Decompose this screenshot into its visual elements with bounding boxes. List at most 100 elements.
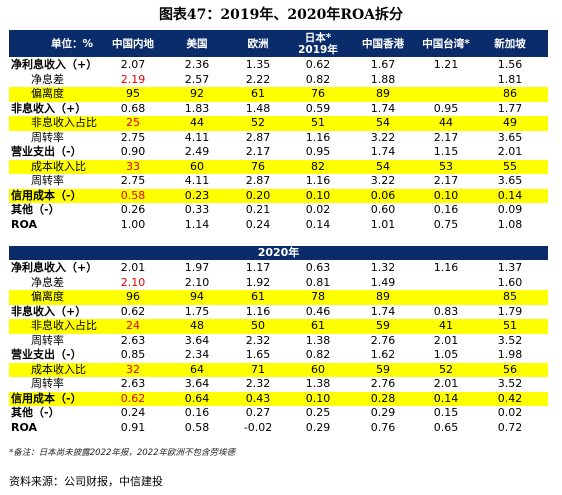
cell-value: 1.16: [433, 261, 459, 274]
cell-value: 51: [503, 319, 517, 332]
cell-value: [418, 87, 474, 102]
cell-value: 3.65: [497, 130, 523, 144]
table-row: 周转率 2.75 4.11 2.87 1.16 3.22 2.17 3.65: [9, 131, 548, 146]
row-label: 成本收入比: [31, 362, 86, 376]
cell-value: 0.76: [370, 420, 396, 434]
cell-value: 0.62: [305, 58, 331, 71]
cell-value: 1.74: [370, 304, 396, 318]
cell-value: 1.37: [497, 261, 523, 274]
cell-value: 76: [311, 87, 325, 100]
column-header-3: 欧洲: [247, 37, 269, 50]
cell-value: 2.63: [120, 333, 146, 347]
row-label: 净利息收入（+）: [11, 58, 98, 71]
column-header-5: 中国香港: [362, 37, 404, 50]
cell-value: 3.22: [370, 174, 396, 187]
cell-value: 0.24: [120, 406, 146, 419]
table-row: 成本收入比 32 64 71 60 59 52 56: [9, 362, 548, 377]
cell-value: 1.16: [305, 130, 331, 144]
cell-value: 1.77: [497, 101, 523, 115]
cell-value: 89: [376, 290, 390, 303]
cell-value: 33: [126, 159, 140, 173]
table-row: 非息收入（+） 0.62 1.75 1.16 0.46 1.74 0.83 1.79: [9, 305, 548, 320]
cell-value: 0.91: [120, 420, 146, 434]
row-label: 净息差: [31, 275, 64, 289]
cell-value: 41: [439, 319, 453, 332]
cell-value: 0.63: [305, 261, 331, 274]
cell-value: 1.00: [120, 217, 146, 231]
cell-value: 0.26: [120, 203, 146, 216]
cell-value: 1.08: [497, 217, 523, 231]
table-row: 净利息收入（+） 2.07 2.36 1.35 0.62 1.67 1.21 1.56: [9, 58, 548, 73]
cell-value: 1.79: [497, 304, 523, 318]
cell-value: 0.43: [245, 391, 271, 405]
table-row: 信用成本（-） 0.58 0.23 0.20 0.10 0.06 0.10 0.14: [9, 188, 548, 203]
cell-value: 0.42: [497, 391, 523, 405]
cell-value: 0.10: [305, 391, 331, 405]
cell-value: 0.58: [120, 188, 146, 202]
table-row: 信用成本（-） 0.62 0.64 0.43 0.10 0.28 0.14 0.42: [9, 391, 548, 406]
cell-value: 0.02: [497, 406, 523, 419]
cell-value: 0.06: [370, 188, 396, 202]
cell-value: 49: [503, 116, 517, 129]
cell-value: 0.82: [305, 348, 331, 361]
cell-value: 0.10: [305, 188, 331, 202]
cell-value: 3.22: [370, 130, 396, 144]
cell-value: 0.33: [184, 203, 210, 216]
column-header-label: 日本*: [304, 31, 332, 44]
cell-value: 1.81: [497, 72, 523, 86]
cell-value: 0.64: [184, 391, 210, 405]
cell-value: 1.01: [370, 217, 396, 231]
cell-value: 60: [311, 362, 325, 376]
cell-value: 2.10: [120, 275, 146, 289]
cell-value: 0.82: [305, 72, 331, 86]
cell-value: 2.87: [245, 130, 271, 144]
cell-value: 59: [376, 319, 390, 332]
cell-value: 85: [503, 290, 517, 303]
column-header-2: 美国: [186, 37, 208, 50]
cell-value: 2.32: [245, 377, 271, 390]
cell-value: 64: [190, 362, 204, 376]
cell-value: 61: [311, 319, 325, 332]
cell-value: 1.65: [245, 348, 271, 361]
cell-value: 55: [503, 159, 517, 173]
cell-value: 2.07: [120, 58, 146, 71]
cell-value: 32: [126, 362, 140, 376]
cell-value: 0.24: [245, 217, 271, 231]
cell-value: 1.48: [245, 101, 271, 115]
cell-value: 52: [439, 362, 453, 376]
row-label: 净利息收入（+）: [11, 261, 98, 274]
table-row: 净利息收入（+） 2.01 1.97 1.17 0.63 1.32 1.16 1.37: [9, 261, 548, 276]
cell-value: 2.87: [245, 174, 271, 187]
cell-value: 95: [126, 87, 140, 100]
cell-value: 0.28: [370, 391, 396, 405]
cell-value: 1.67: [370, 58, 396, 71]
table-row: 偏离度 96 94 61 78 89 85: [9, 290, 548, 305]
cell-value: 0.65: [433, 420, 459, 434]
cell-value: 0.75: [433, 217, 459, 231]
column-header-1: 中国内地: [112, 37, 154, 50]
cell-value: 0.29: [305, 420, 331, 434]
cell-value: 1.32: [370, 261, 396, 274]
cell-value: 0.16: [433, 203, 459, 216]
row-label: 其他（-）: [11, 406, 60, 419]
cell-value: 1.21: [433, 58, 459, 71]
cell-value: 3.64: [184, 377, 210, 390]
source-line: 资料来源：公司财报，中信建投: [9, 475, 163, 488]
cell-value: 0.83: [433, 304, 459, 318]
cell-value: 0.21: [245, 203, 271, 216]
cell-value: 52: [251, 116, 265, 129]
cell-value: 2.01: [497, 145, 523, 158]
cell-value: 2.17: [245, 145, 271, 158]
cell-value: 89: [376, 87, 390, 100]
cell-value: 1.35: [245, 58, 271, 71]
cell-value: 2.76: [370, 333, 396, 347]
cell-value: 1.88: [370, 72, 396, 86]
cell-value: 0.85: [120, 348, 146, 361]
cell-value: 25: [126, 116, 140, 129]
table-row: 其他（-） 0.24 0.16 0.27 0.25 0.29 0.15 0.02: [9, 406, 548, 421]
figure-title: 图表47：2019年、2020年ROA拆分: [158, 7, 404, 23]
cell-value: 51: [311, 116, 325, 129]
row-label: 非息收入占比: [31, 116, 97, 129]
cell-value: 0.58: [184, 420, 210, 434]
cell-value: 0.59: [305, 101, 331, 115]
